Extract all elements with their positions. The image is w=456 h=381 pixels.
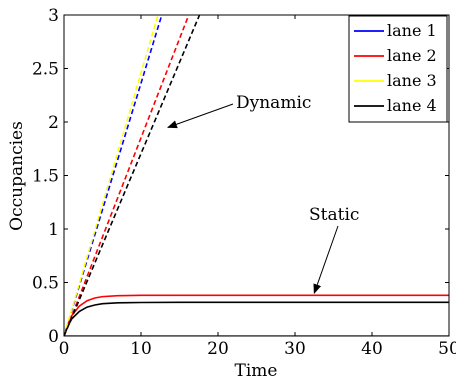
x-tick-labels: 0 10 20 30 40 50: [59, 339, 456, 359]
legend-label: lane 4: [387, 96, 437, 115]
series-layer: [64, 15, 449, 336]
legend-label: lane 1: [387, 21, 437, 40]
series-line-lane-2-dashed: [64, 15, 190, 336]
x-axis-label: Time: [235, 361, 278, 381]
y-tick-label: 0.5: [32, 274, 59, 294]
static-arrow: [313, 225, 339, 295]
legend-label: lane 2: [387, 46, 437, 65]
legend-label: lane 3: [387, 71, 437, 90]
legend: lane 1 lane 2 lane 3 lane 4: [348, 15, 448, 123]
y-tick-label: 3: [48, 6, 59, 26]
x-tick-label: 30: [284, 339, 306, 359]
dynamic-arrow: [167, 103, 234, 129]
legend-box: [348, 15, 448, 123]
x-tick-label: 10: [130, 339, 152, 359]
y-axis-label: Occupancies: [7, 121, 27, 231]
y-tick-label: 1: [48, 220, 59, 240]
y-tick-label: 2.5: [32, 60, 59, 80]
dynamic-label: Dynamic: [236, 93, 311, 113]
x-tick-label: 0: [59, 339, 70, 359]
series-line-lane-4-solid: [64, 301, 449, 336]
y-tick-label: 0: [48, 327, 59, 347]
x-tick-label: 50: [438, 339, 456, 359]
x-tick-label: 40: [361, 339, 383, 359]
y-tick-label: 1.5: [32, 167, 59, 187]
static-label: Static: [309, 205, 359, 225]
annotations: Dynamic Static: [167, 93, 359, 295]
series-line-lane-2-solid: [64, 294, 449, 336]
y-tick-labels: 0 0.5 1 1.5 2 2.5 3: [32, 6, 59, 347]
series-line-lane-4-dashed: [64, 15, 201, 336]
x-tick-label: 20: [207, 339, 229, 359]
y-tick-label: 2: [48, 113, 59, 133]
